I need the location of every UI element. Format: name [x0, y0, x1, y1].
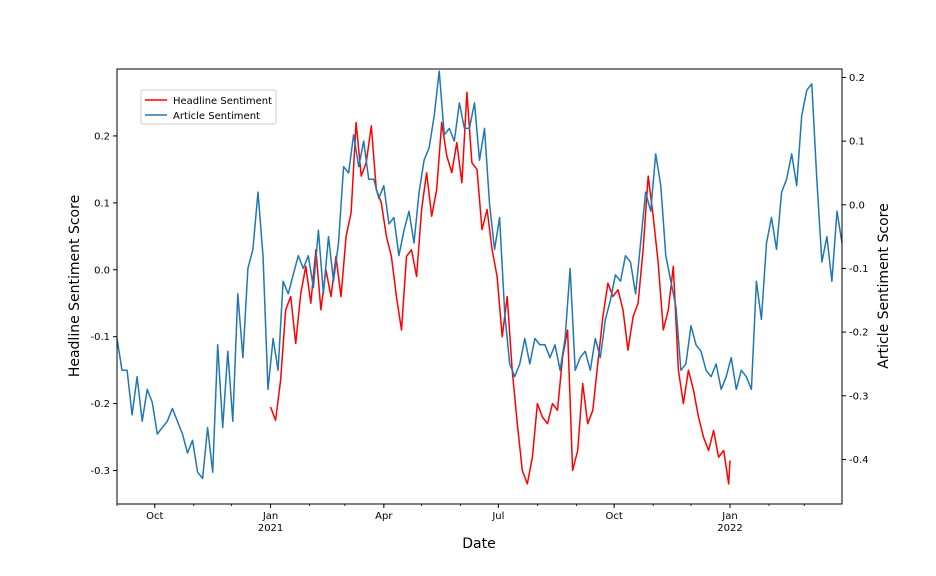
y-left-tick-label: 0.2: [94, 131, 110, 142]
y-left-tick-label: -0.1: [90, 332, 110, 343]
x-tick-label: Jan: [721, 511, 737, 522]
y-left-tick-label: -0.3: [90, 466, 110, 477]
y-right-tick-label: -0.1: [849, 264, 869, 275]
series-line-headline: [269, 91, 731, 485]
legend: Headline Sentiment Article Sentiment: [140, 89, 277, 125]
x-tick-label: Apr: [375, 511, 393, 522]
y-right-tick-label: -0.4: [849, 455, 869, 466]
y-right-tick-label: 0.0: [849, 200, 865, 211]
x-tick-label: Jan: [262, 511, 278, 522]
y-left-tick-label: 0.1: [94, 198, 110, 209]
y-right-tick-label: 0.1: [849, 137, 865, 148]
y-right-tick-label: -0.3: [849, 391, 869, 402]
legend-label-headline: Headline Sentiment: [173, 96, 272, 107]
x-tick-label: Jul: [491, 511, 504, 522]
legend-label-article: Article Sentiment: [173, 111, 260, 122]
series-line-article: [116, 70, 843, 480]
x-axis-label: Date: [462, 536, 495, 552]
y-left-tick-label: -0.2: [90, 399, 110, 410]
x-tick-sublabel: 2021: [258, 523, 283, 534]
legend-box: [140, 89, 277, 125]
y-right-tick-label: 0.2: [849, 73, 865, 84]
x-tick-label: Oct: [606, 511, 623, 522]
plot-frame: [116, 68, 843, 505]
y-axis-left-label: Headline Sentiment Score: [67, 195, 83, 377]
y-axis-right-label: Article Sentiment Score: [876, 203, 892, 368]
x-tick-label: Oct: [146, 511, 163, 522]
y-left-tick-label: 0.0: [94, 265, 110, 276]
x-tick-sublabel: 2022: [717, 523, 742, 534]
y-right-tick-label: -0.2: [849, 328, 869, 339]
series-layer: [116, 70, 843, 485]
